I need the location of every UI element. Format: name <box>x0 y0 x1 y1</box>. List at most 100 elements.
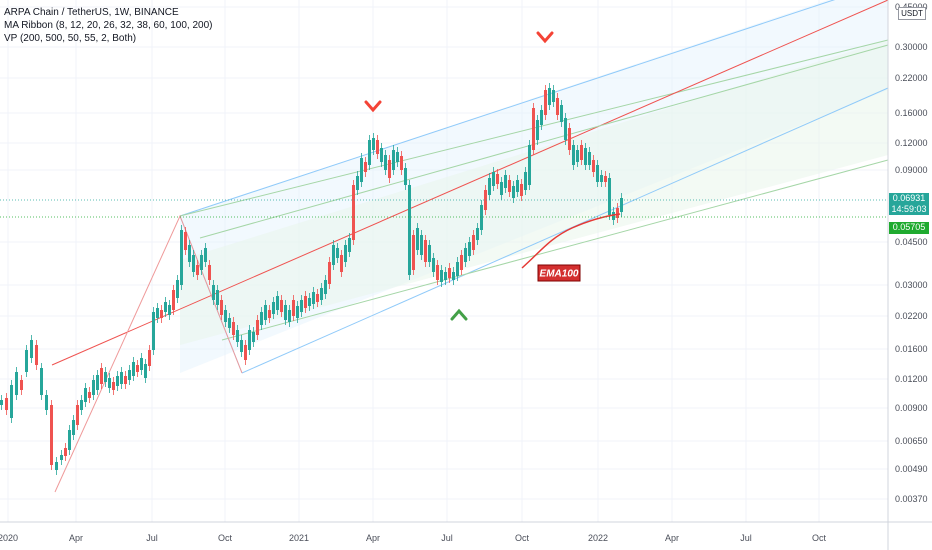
price-tick-label: 0.16000 <box>895 108 928 118</box>
candle-body <box>364 162 367 172</box>
candle-body <box>88 392 91 398</box>
candle-body <box>212 285 215 300</box>
ema-line <box>0 199 888 269</box>
legend-ma-ribbon[interactable]: MA Ribbon (8, 12, 20, 26, 32, 38, 60, 10… <box>4 20 213 31</box>
candle-body <box>456 262 459 276</box>
candle-body <box>160 310 163 318</box>
candle-body <box>45 395 48 410</box>
channel-lower-line <box>241 87 889 374</box>
candle-body <box>332 245 335 265</box>
price-tick-label: 0.22000 <box>895 73 928 83</box>
candle-body <box>304 296 307 308</box>
time-tick-label: 2020 <box>0 533 18 543</box>
candle-body <box>80 400 83 410</box>
candle-body <box>572 145 575 165</box>
time-tick-label: Apr <box>665 533 679 543</box>
candle-body <box>428 245 431 262</box>
time-tick-label: Jul <box>441 533 453 543</box>
candle-body <box>176 280 179 298</box>
candle-body <box>84 388 87 402</box>
ema-price-tag: 0.05705 <box>889 222 929 234</box>
price-tick-label: 0.00900 <box>895 403 928 413</box>
candle-body <box>248 330 251 350</box>
candle-body <box>488 178 491 195</box>
candle-body <box>280 300 283 312</box>
candle-body <box>136 365 139 372</box>
candle-body <box>604 176 607 182</box>
candle-body <box>328 262 331 284</box>
candle-body <box>288 310 291 322</box>
time-tick-label: Oct <box>812 533 827 543</box>
price-tick-label: 0.00490 <box>895 464 928 474</box>
candle-body <box>268 310 271 318</box>
price-tick-label: 0.30000 <box>895 42 928 52</box>
candle-body <box>340 255 343 272</box>
ema-label: EMA100 <box>540 269 579 280</box>
candle-body <box>260 312 263 325</box>
time-tick-label: Apr <box>69 533 83 543</box>
candle-body <box>60 455 63 460</box>
price-tick-label: 0.09000 <box>895 165 928 175</box>
candle-body <box>440 270 443 282</box>
candle-body <box>164 302 167 312</box>
candle-body <box>148 350 151 366</box>
price-axis-ticks: 0.450000.300000.220000.160000.120000.090… <box>895 2 928 504</box>
candle-body <box>320 288 323 300</box>
candle-body <box>524 172 527 190</box>
time-tick-label: 2021 <box>289 533 309 543</box>
candle-body <box>528 145 531 185</box>
candle-body <box>184 232 187 250</box>
candle-body <box>236 330 239 342</box>
candle-body <box>64 448 67 456</box>
bar-countdown: 14:59:03 <box>891 204 927 214</box>
candle-body <box>216 290 219 305</box>
price-tick-label: 0.01600 <box>895 344 928 354</box>
time-tick-label: Jul <box>146 533 158 543</box>
candle-body <box>552 90 555 102</box>
signal-markers <box>364 31 554 321</box>
candle-body <box>412 235 415 270</box>
candle-body <box>284 305 287 320</box>
price-unit-label[interactable]: USDT <box>898 7 926 20</box>
price-tick-label: 0.04500 <box>895 237 928 247</box>
candle-body <box>252 332 255 342</box>
candle-body <box>496 174 499 184</box>
candle-body <box>380 148 383 162</box>
candle-body <box>316 294 319 302</box>
candle-body <box>532 108 535 150</box>
candle-body <box>504 175 507 188</box>
price-tick-label: 0.02200 <box>895 311 928 321</box>
candle-body <box>368 140 371 165</box>
candle-body <box>50 405 53 465</box>
candle-body <box>156 308 159 318</box>
legend-symbol[interactable]: ARPA Chain / TetherUS, 1W, BINANCE <box>4 7 179 18</box>
sell-signal-marker <box>536 31 554 44</box>
candle-body <box>20 380 23 390</box>
candle-body <box>376 140 379 154</box>
candle-body <box>336 248 339 258</box>
candle-body <box>464 248 467 262</box>
candle-body <box>544 90 547 115</box>
candle-body <box>420 235 423 255</box>
channel-inner-lower-line <box>221 159 889 341</box>
candle-body <box>436 265 439 280</box>
candlesticks <box>0 83 623 475</box>
candle-body <box>108 378 111 388</box>
candle-body <box>372 138 375 150</box>
candle-body <box>196 265 199 275</box>
channel-upper-line <box>179 0 836 217</box>
ema-label-box <box>537 264 581 282</box>
candle-body <box>272 302 275 314</box>
buy-signal-marker <box>450 308 468 321</box>
legend-vp[interactable]: VP (200, 500, 50, 55, 2, Both) <box>4 33 137 44</box>
candle-body <box>520 184 523 196</box>
candle-body <box>152 312 155 350</box>
candle-body <box>324 280 327 294</box>
last-price-value: 0.06931 <box>892 193 926 203</box>
candle-body <box>30 340 33 358</box>
candle-body <box>348 238 351 252</box>
candle-body <box>484 190 487 210</box>
